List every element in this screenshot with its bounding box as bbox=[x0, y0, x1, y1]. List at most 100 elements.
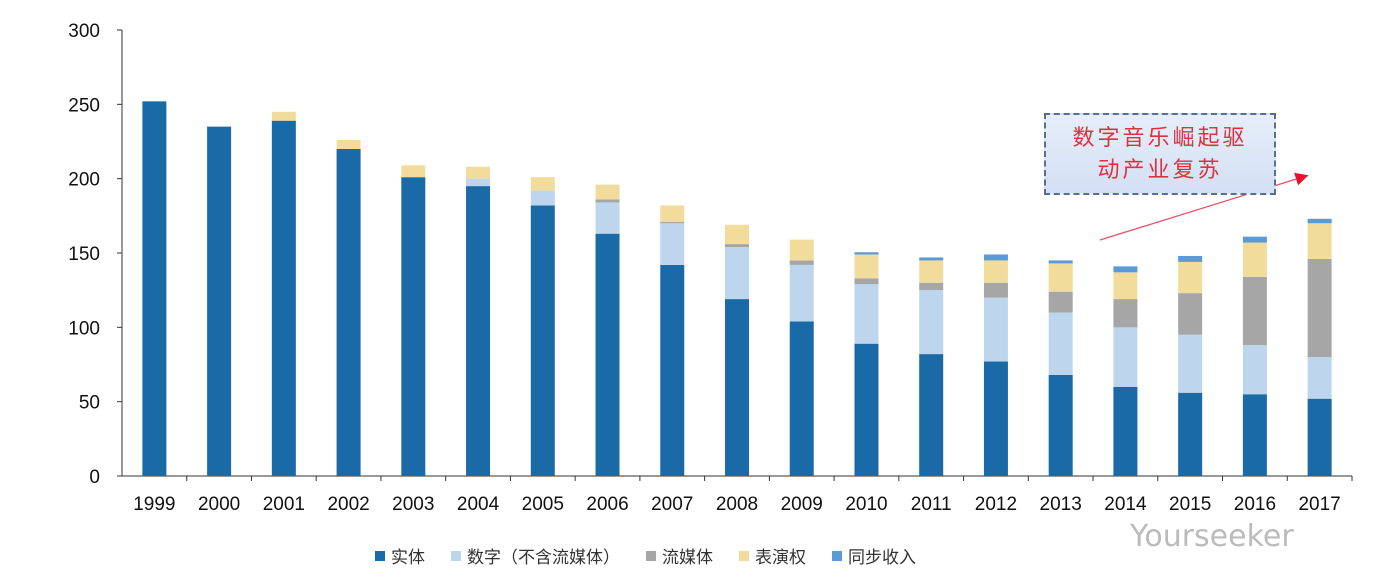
bar-segment bbox=[271, 111, 296, 121]
bar-segment bbox=[336, 148, 361, 476]
bar-segment bbox=[1178, 293, 1203, 335]
bar-segment bbox=[983, 361, 1008, 476]
bar-segment bbox=[1178, 392, 1203, 476]
bar-segment bbox=[854, 284, 879, 344]
legend-swatch bbox=[375, 550, 385, 561]
bar-segment bbox=[466, 186, 491, 476]
y-tick-label: 150 bbox=[68, 244, 100, 265]
legend-label: 流媒体 bbox=[662, 548, 713, 568]
x-tick-label: 2006 bbox=[586, 494, 628, 515]
bar-segment bbox=[1307, 258, 1332, 358]
annotation-box: 数字音乐崛起驱 动产业复苏 bbox=[1044, 113, 1276, 195]
bar-segment bbox=[466, 178, 491, 187]
x-tick-label: 2007 bbox=[651, 494, 693, 515]
bar-segment bbox=[725, 299, 749, 476]
bar-segment bbox=[271, 120, 296, 476]
y-tick-label: 0 bbox=[89, 467, 100, 488]
bar-segment bbox=[466, 166, 491, 179]
bar-segment bbox=[1242, 276, 1267, 346]
bar-segment bbox=[595, 202, 620, 234]
legend-swatch bbox=[739, 550, 749, 561]
y-tick-label: 250 bbox=[68, 95, 100, 116]
bar-segment bbox=[207, 126, 232, 476]
bar-segment bbox=[854, 343, 879, 476]
bar-segment bbox=[1048, 260, 1073, 264]
y-tick-label: 200 bbox=[68, 170, 100, 191]
legend-item: 实体 bbox=[375, 543, 425, 568]
bar-segment bbox=[1048, 312, 1073, 375]
bar-segment bbox=[789, 321, 814, 476]
bar-segment bbox=[983, 254, 1008, 261]
bar-segment bbox=[401, 165, 426, 178]
x-tick-label: 2008 bbox=[716, 494, 758, 515]
y-tick-label: 50 bbox=[79, 393, 100, 414]
bar-segment bbox=[919, 354, 944, 476]
bar-segment bbox=[1178, 255, 1203, 262]
bar-segment bbox=[789, 264, 814, 322]
bar-segment bbox=[1242, 242, 1267, 277]
bar-segment bbox=[1113, 327, 1138, 387]
bar-segment bbox=[919, 260, 944, 283]
legend-item: 表演权 bbox=[739, 543, 806, 568]
bar-segment bbox=[854, 278, 879, 285]
bar-segment bbox=[919, 257, 944, 261]
bar-segment bbox=[595, 184, 620, 200]
bar-segment bbox=[983, 282, 1008, 298]
bar-segment bbox=[1113, 266, 1138, 273]
bar-segment bbox=[530, 190, 555, 206]
legend-swatch bbox=[832, 550, 842, 561]
bar-segment bbox=[854, 252, 879, 255]
legend-item: 流媒体 bbox=[646, 543, 713, 568]
bar-segment bbox=[660, 205, 685, 222]
bar-segment bbox=[1113, 386, 1138, 476]
x-tick-label: 2015 bbox=[1169, 494, 1211, 515]
bar-segment bbox=[1178, 261, 1203, 294]
bar-segment bbox=[1048, 291, 1073, 313]
bar-segment bbox=[983, 260, 1008, 283]
x-tick-label: 1999 bbox=[133, 494, 175, 515]
legend-item: 数字（不含流媒体） bbox=[451, 543, 620, 568]
bar-segment bbox=[1242, 236, 1267, 243]
bar-segment bbox=[1307, 218, 1332, 224]
x-tick-label: 2017 bbox=[1298, 494, 1340, 515]
x-tick-label: 2000 bbox=[198, 494, 240, 515]
watermark: Yourseeker bbox=[1130, 519, 1294, 554]
bar-segment bbox=[1048, 263, 1073, 292]
x-tick-label: 2014 bbox=[1104, 494, 1147, 515]
bar-segment bbox=[725, 247, 749, 300]
legend-swatch bbox=[646, 550, 656, 561]
bar-segment bbox=[983, 297, 1008, 362]
bar-segment bbox=[1113, 272, 1138, 300]
bar-segment bbox=[1307, 398, 1332, 476]
x-tick-label: 2013 bbox=[1040, 494, 1082, 515]
bar-segment bbox=[854, 254, 879, 279]
x-tick-label: 2010 bbox=[845, 494, 887, 515]
bar-segment bbox=[595, 199, 620, 203]
bar-segment bbox=[1242, 394, 1267, 476]
bar-segment bbox=[660, 223, 685, 265]
bar-segment bbox=[1113, 299, 1138, 328]
bar-segment bbox=[660, 221, 685, 224]
annotation-line-2: 动产业复苏 bbox=[1097, 158, 1223, 183]
bar-segment bbox=[660, 264, 685, 476]
bar-segment bbox=[530, 177, 555, 191]
x-tick-label: 2001 bbox=[263, 494, 305, 515]
bar-segment bbox=[725, 224, 749, 245]
bar-segment bbox=[595, 233, 620, 476]
bar-segment bbox=[401, 177, 426, 476]
x-tick-label: 2003 bbox=[392, 494, 434, 515]
x-tick-label: 2002 bbox=[327, 494, 369, 515]
bar-segment bbox=[1242, 345, 1267, 395]
x-tick-label: 2004 bbox=[457, 494, 500, 515]
bar-segment bbox=[142, 101, 167, 477]
legend-label: 实体 bbox=[391, 548, 425, 568]
legend-item: 同步收入 bbox=[832, 543, 916, 568]
bar-segment bbox=[919, 290, 944, 355]
legend: 实体 数字（不含流媒体） 流媒体 表演权 同步收入 bbox=[375, 543, 916, 568]
x-tick-label: 2016 bbox=[1234, 494, 1276, 515]
x-tick-label: 2012 bbox=[975, 494, 1017, 515]
annotation-line-1: 数字音乐崛起驱 bbox=[1072, 126, 1248, 151]
legend-swatch bbox=[451, 550, 461, 561]
y-tick-label: 100 bbox=[68, 318, 100, 339]
